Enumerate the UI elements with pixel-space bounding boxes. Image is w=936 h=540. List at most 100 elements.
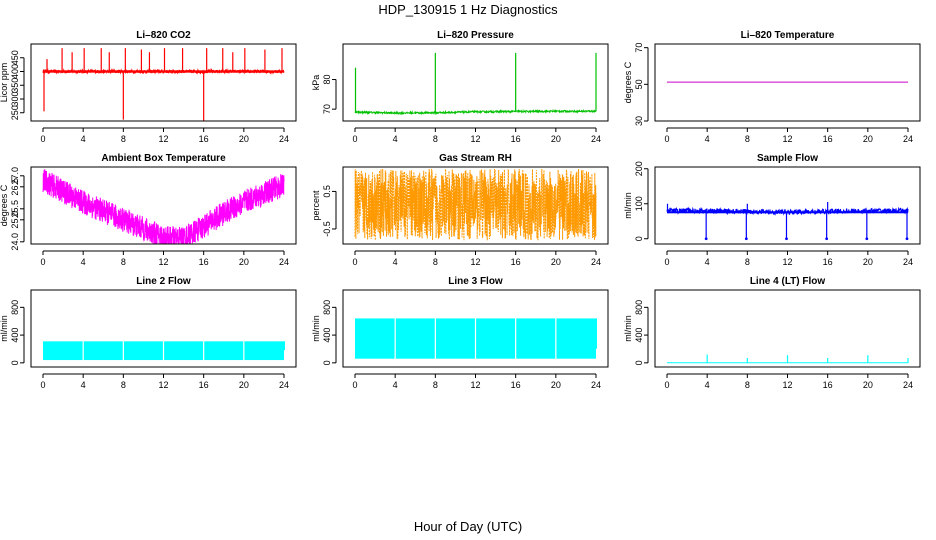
x-tick-label: 12 (782, 257, 792, 267)
plot-frame (654, 289, 921, 368)
data-layer (666, 202, 909, 241)
x-tick-label: 12 (158, 257, 168, 267)
y-tick-label: 70 (322, 104, 332, 114)
y-tick-label: 27.0 (10, 167, 20, 185)
x-tick-label: 20 (239, 134, 249, 144)
dip-point (704, 237, 708, 241)
x-tick-label: 24 (903, 134, 913, 144)
x-tick-label: 12 (158, 380, 168, 390)
panel-1: Li–820 CO2 0 4 8 12 16 20 24 250300350400450Lico… (0, 30, 297, 144)
x-tick-label: 0 (664, 134, 669, 144)
x-tick-label: 4 (705, 134, 710, 144)
x-tick-label: 16 (511, 257, 521, 267)
x-tick-label: 0 (40, 380, 45, 390)
figure-title: HDP_130915 1 Hz Diagnostics (378, 2, 558, 17)
x-tick-label: 8 (121, 380, 126, 390)
panel-3: Li–820 Temperature 0 4 8 12 16 20 24 30 50 70degre… (623, 30, 921, 144)
data-layer (42, 168, 285, 244)
panel-title: Li–820 Pressure (437, 30, 514, 41)
x-tick-label: 4 (81, 380, 86, 390)
panel-title: Line 4 (LT) Flow (750, 276, 826, 287)
x-tick-label: 24 (279, 257, 289, 267)
x-tick-label: 8 (433, 257, 438, 267)
x-tick-label: 16 (511, 134, 521, 144)
plot-frame (342, 289, 609, 368)
plot-frame (342, 166, 609, 245)
y-tick-label: 0 (634, 360, 644, 365)
y-tick-label: 800 (10, 300, 20, 315)
data-layer (42, 48, 285, 121)
panel-title: Sample Flow (757, 153, 818, 164)
x-tick-label: 4 (393, 380, 398, 390)
dip-point (905, 237, 909, 241)
x-tick-label: 24 (903, 380, 913, 390)
y-tick-label: 400 (10, 64, 20, 79)
y-tick-label: 25.5 (10, 200, 20, 218)
x-tick-label: 20 (551, 380, 561, 390)
y-tick-label: 800 (634, 300, 644, 315)
y-tick-label: 25.0 (10, 211, 20, 229)
figure-x-label: Hour of Day (UTC) (414, 519, 522, 534)
y-tick-label: 30 (634, 116, 644, 126)
x-tick-label: 0 (352, 134, 357, 144)
x-tick-label: 16 (199, 380, 209, 390)
x-tick-label: 24 (903, 257, 913, 267)
x-tick-label: 8 (745, 257, 750, 267)
y-tick-label: 26.5 (10, 178, 20, 196)
x-tick-label: 8 (433, 134, 438, 144)
y-tick-label: 250 (10, 105, 20, 120)
y-tick-label: 400 (10, 328, 20, 343)
y-tick-label: 80 (322, 75, 332, 85)
plot-frame (342, 43, 609, 122)
x-tick-label: 24 (279, 380, 289, 390)
y-tick-label: 24.0 (10, 233, 20, 251)
y-tick-label: 70 (634, 43, 644, 53)
x-tick-label: 20 (239, 257, 249, 267)
x-tick-label: 16 (823, 134, 833, 144)
y-tick-label: 200 (634, 161, 644, 176)
y-axis-label: ml/min (623, 192, 633, 219)
x-tick-label: 8 (121, 257, 126, 267)
data-layer (43, 339, 285, 363)
data-layer (354, 168, 597, 241)
x-tick-label: 24 (591, 134, 601, 144)
x-tick-label: 4 (81, 257, 86, 267)
x-tick-label: 20 (551, 134, 561, 144)
y-tick-label: 400 (322, 328, 332, 343)
y-tick-label: 0 (634, 236, 644, 241)
x-tick-label: 24 (279, 134, 289, 144)
x-tick-label: 16 (823, 257, 833, 267)
y-tick-label: 400 (634, 328, 644, 343)
x-tick-label: 16 (823, 380, 833, 390)
x-tick-label: 4 (393, 257, 398, 267)
y-tick-label: 0 (10, 360, 20, 365)
y-tick-label: -0.5 (322, 221, 332, 237)
data-layer (355, 316, 597, 361)
dip-point (865, 237, 869, 241)
panel-title: Line 2 Flow (136, 276, 191, 287)
x-tick-label: 0 (352, 380, 357, 390)
x-tick-label: 0 (352, 257, 357, 267)
x-tick-label: 8 (745, 134, 750, 144)
dip-point (785, 237, 788, 241)
plot-frame (30, 166, 297, 245)
data-layer (354, 52, 597, 116)
y-axis-label: Licor ppm (0, 63, 9, 103)
series-trace (354, 108, 597, 116)
panel-title: Li–820 CO2 (136, 30, 191, 41)
x-tick-label: 8 (121, 134, 126, 144)
x-tick-label: 4 (705, 257, 710, 267)
x-tick-label: 8 (433, 380, 438, 390)
y-tick-label: 300 (10, 91, 20, 106)
x-tick-label: 12 (782, 380, 792, 390)
y-axis-label: degrees C (623, 61, 633, 103)
panel-title: Gas Stream RH (439, 153, 512, 164)
series-trace (354, 168, 597, 241)
x-tick-label: 8 (745, 380, 750, 390)
x-tick-label: 24 (591, 380, 601, 390)
